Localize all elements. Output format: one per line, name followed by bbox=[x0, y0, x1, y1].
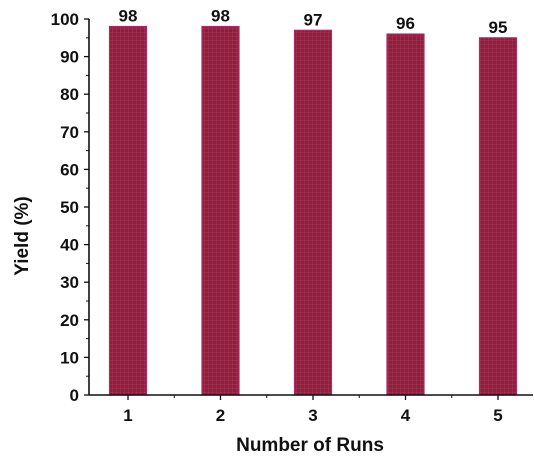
y-tick-label-40: 40 bbox=[60, 236, 79, 255]
bars-layer bbox=[108, 25, 518, 396]
data-label-run-2: 98 bbox=[211, 7, 230, 26]
ticks-layer bbox=[84, 18, 499, 400]
x-tick-label-1: 1 bbox=[123, 406, 132, 425]
y-tick-label-0: 0 bbox=[70, 386, 79, 405]
y-tick-label-10: 10 bbox=[60, 348, 79, 367]
y-tick-label-70: 70 bbox=[60, 123, 79, 142]
y-tick-label-80: 80 bbox=[60, 85, 79, 104]
x-tick-label-4: 4 bbox=[401, 406, 411, 425]
bar-run-2 bbox=[201, 25, 240, 396]
y-tick-label-20: 20 bbox=[60, 311, 79, 330]
labels-layer: 98 98 97 96 95 0 10 20 30 40 50 60 70 80 90 100 1 2 3 4 5 bbox=[51, 7, 508, 425]
data-label-run-1: 98 bbox=[119, 7, 138, 26]
data-label-run-5: 95 bbox=[489, 18, 508, 37]
x-tick-label-3: 3 bbox=[308, 406, 317, 425]
y-tick-label-30: 30 bbox=[60, 273, 79, 292]
bar-run-5 bbox=[478, 37, 518, 396]
y-tick-label-100: 100 bbox=[51, 10, 79, 29]
x-tick-label-2: 2 bbox=[216, 406, 225, 425]
data-label-run-4: 96 bbox=[396, 14, 415, 33]
y-tick-label-50: 50 bbox=[60, 198, 79, 217]
y-axis-label: Yield (%) bbox=[12, 196, 33, 276]
data-label-run-3: 97 bbox=[304, 10, 323, 29]
bar-run-1 bbox=[108, 25, 148, 396]
x-tick-label-5: 5 bbox=[493, 406, 502, 425]
x-axis-label: Number of Runs bbox=[236, 435, 384, 456]
y-tick-label-90: 90 bbox=[60, 48, 79, 67]
y-tick-label-60: 60 bbox=[60, 160, 79, 179]
bar-run-4 bbox=[386, 33, 425, 396]
bar-run-3 bbox=[293, 29, 333, 396]
